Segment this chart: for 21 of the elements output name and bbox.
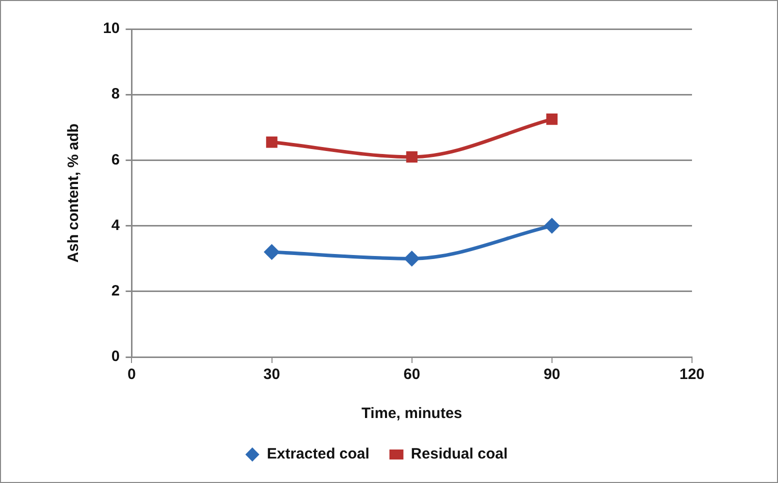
x-axis-title: Time, minutes	[362, 405, 462, 422]
y-tick-label: 10	[102, 20, 120, 38]
x-tick-label: 90	[544, 366, 560, 384]
x-tick-label: 0	[128, 366, 136, 384]
y-tick-label: 8	[111, 86, 120, 103]
y-tick-label: 0	[111, 348, 120, 366]
y-tick-label: 4	[111, 216, 120, 234]
x-tick-label: 120	[679, 366, 705, 384]
y-axis-title: Ash content, % adb	[65, 123, 82, 263]
point	[406, 151, 418, 163]
point	[546, 114, 558, 125]
point	[544, 218, 560, 234]
y-tick-label: 6	[111, 151, 120, 168]
point	[264, 244, 280, 260]
y-tick-label: 2	[111, 282, 120, 300]
x-tick-label: 60	[404, 366, 420, 384]
point	[404, 250, 420, 267]
legend-label: Extracted coal	[266, 446, 370, 463]
point	[266, 136, 278, 148]
legend-label: Residual coal	[410, 446, 508, 463]
x-tick-label: 30	[263, 366, 280, 384]
